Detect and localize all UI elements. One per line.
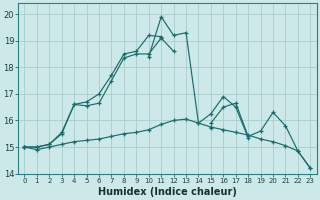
X-axis label: Humidex (Indice chaleur): Humidex (Indice chaleur) (98, 187, 237, 197)
